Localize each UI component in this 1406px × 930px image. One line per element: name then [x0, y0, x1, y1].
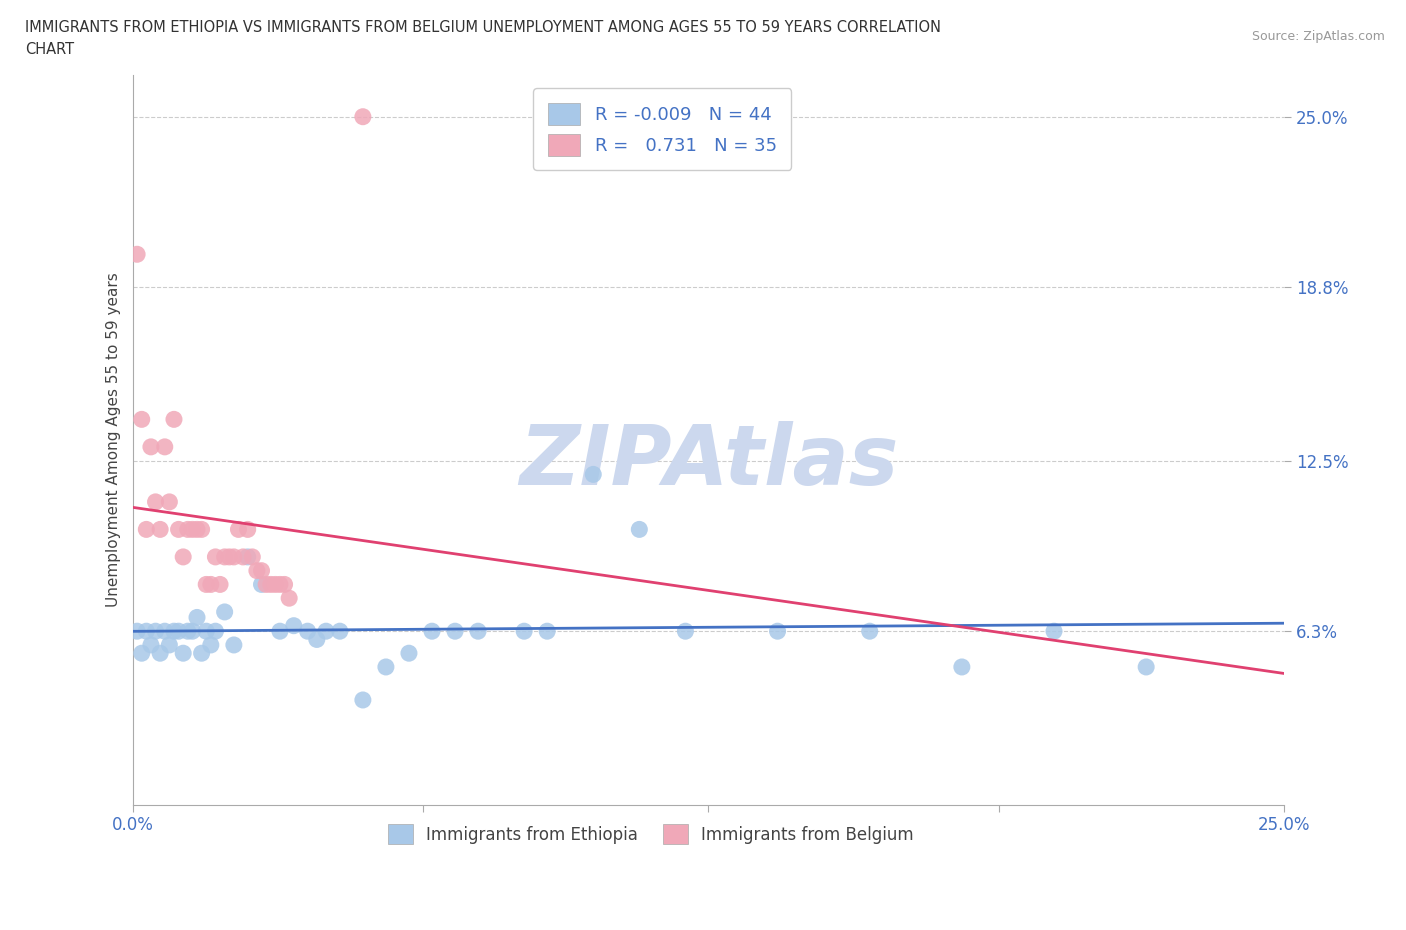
Point: [167, 624, 190, 639]
Point: [200, 577, 222, 591]
Point: [172, 645, 194, 660]
Point: [190, 522, 212, 537]
Point: [305, 632, 328, 647]
Point: [127, 246, 149, 261]
Point: [218, 550, 240, 565]
Point: [181, 522, 204, 537]
Point: [153, 440, 176, 455]
Point: [195, 624, 218, 639]
Point: [186, 610, 208, 625]
Point: [352, 693, 374, 708]
Point: [145, 624, 167, 639]
Point: [131, 412, 153, 427]
Point: [135, 522, 157, 537]
Point: [214, 550, 236, 565]
Point: [163, 412, 186, 427]
Point: [240, 550, 263, 565]
Point: [236, 550, 259, 565]
Point: [228, 522, 250, 537]
Point: [181, 624, 204, 639]
Point: [157, 637, 180, 652]
Point: [157, 495, 180, 510]
Point: [859, 624, 882, 639]
Point: [1135, 659, 1157, 674]
Point: [315, 624, 337, 639]
Point: [246, 564, 269, 578]
Point: [297, 624, 319, 639]
Point: [269, 624, 291, 639]
Point: [153, 624, 176, 639]
Point: [420, 624, 443, 639]
Point: [278, 591, 301, 605]
Point: [264, 577, 287, 591]
Point: [283, 618, 305, 633]
Point: [766, 624, 789, 639]
Point: [536, 624, 558, 639]
Point: [190, 645, 212, 660]
Point: [209, 577, 232, 591]
Point: [195, 577, 218, 591]
Point: [273, 577, 295, 591]
Point: [1043, 624, 1066, 639]
Point: [232, 550, 254, 565]
Point: [186, 522, 208, 537]
Point: [222, 637, 245, 652]
Point: [250, 577, 273, 591]
Point: [269, 577, 291, 591]
Point: [131, 645, 153, 660]
Point: [467, 624, 489, 639]
Point: [374, 659, 396, 674]
Point: [177, 522, 200, 537]
Point: [352, 110, 374, 125]
Point: [582, 467, 605, 482]
Point: [167, 522, 190, 537]
Point: [204, 624, 226, 639]
Point: [214, 604, 236, 619]
Point: [329, 624, 352, 639]
Point: [950, 659, 973, 674]
Text: ZIPAtlas: ZIPAtlas: [519, 421, 898, 502]
Point: [200, 637, 222, 652]
Point: [673, 624, 696, 639]
Point: [177, 624, 200, 639]
Point: [236, 522, 259, 537]
Point: [398, 645, 420, 660]
Text: Source: ZipAtlas.com: Source: ZipAtlas.com: [1251, 30, 1385, 43]
Point: [513, 624, 536, 639]
Legend: Immigrants from Ethiopia, Immigrants from Belgium: Immigrants from Ethiopia, Immigrants fro…: [381, 817, 921, 851]
Point: [254, 577, 277, 591]
Point: [135, 624, 157, 639]
Point: [139, 440, 162, 455]
Point: [222, 550, 245, 565]
Text: CHART: CHART: [25, 42, 75, 57]
Point: [250, 564, 273, 578]
Point: [260, 577, 283, 591]
Point: [149, 645, 172, 660]
Point: [145, 495, 167, 510]
Point: [163, 624, 186, 639]
Point: [172, 550, 194, 565]
Point: [204, 550, 226, 565]
Point: [444, 624, 467, 639]
Point: [628, 522, 651, 537]
Y-axis label: Unemployment Among Ages 55 to 59 years: Unemployment Among Ages 55 to 59 years: [107, 272, 121, 607]
Point: [139, 637, 162, 652]
Text: IMMIGRANTS FROM ETHIOPIA VS IMMIGRANTS FROM BELGIUM UNEMPLOYMENT AMONG AGES 55 T: IMMIGRANTS FROM ETHIOPIA VS IMMIGRANTS F…: [25, 20, 941, 35]
Point: [127, 624, 149, 639]
Point: [149, 522, 172, 537]
